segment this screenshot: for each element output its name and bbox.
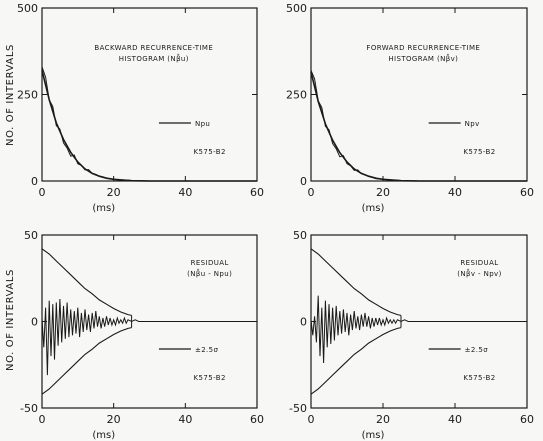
series-line-0 (41, 70, 257, 182)
x-tick-label: 60 (250, 186, 264, 199)
x-tick-label: 40 (448, 186, 462, 199)
y-tick-label: 0 (300, 316, 307, 329)
panel-top-right: 0 20 40 60 0 250 500 (ms) FORWARD RECURRENCE-TIM… (286, 2, 534, 214)
series-line-1 (310, 70, 527, 182)
y-tick-label: 0 (31, 316, 38, 329)
envelope-upper (310, 248, 402, 316)
panel-subtitle: HISTOGRAM (Nβ̂v) (388, 54, 458, 63)
y-tick-label: 0 (300, 175, 307, 188)
legend-label: ±2.5σ (195, 346, 219, 354)
x-tick-label: 20 (376, 186, 390, 199)
envelope-lower (310, 327, 402, 395)
x-tick-label: 60 (250, 413, 264, 426)
series-line-0 (310, 71, 527, 182)
x-tick-label: 20 (107, 413, 121, 426)
panel-subtitle: (Nβ̂u - Npu) (187, 269, 232, 278)
envelope-lower (41, 327, 132, 395)
x-axis-label: (ms) (92, 430, 115, 441)
x-tick-label: 20 (376, 413, 390, 426)
x-tick-label: 60 (520, 186, 534, 199)
legend-label: Npv (465, 120, 480, 128)
y-tick-label: 0 (31, 175, 38, 188)
x-tick-label: 40 (178, 186, 192, 199)
id-label: K575-B2 (194, 374, 226, 382)
x-tick-label: 60 (520, 413, 534, 426)
y-tick-label: 250 (17, 89, 38, 102)
residual-line (310, 295, 527, 364)
series-line-1 (41, 66, 257, 182)
panel-top-left: 0 20 40 60 0 250 500 (ms) BACKWARD RECURRENCE-TI… (17, 2, 264, 214)
y-tick-label: 500 (17, 2, 38, 15)
y-tick-label: 50 (24, 229, 38, 242)
y-tick-label: 250 (286, 89, 307, 102)
envelope-upper (41, 248, 132, 316)
panel-subtitle: (Nβ̂v - Npv) (457, 269, 502, 278)
x-tick-label: 20 (107, 186, 121, 199)
y-tick-label: -50 (289, 402, 307, 415)
id-label: K575-B2 (463, 148, 495, 156)
x-tick-label: 0 (308, 186, 315, 199)
panel-title: BACKWARD RECURRENCE-TIME (94, 44, 213, 52)
y-axis-label: NO. OF INTERVALS (5, 44, 16, 146)
panel-subtitle: HISTOGRAM (Nβ̂u) (119, 54, 189, 63)
x-axis-label: (ms) (362, 430, 385, 441)
y-axis-label: NO. OF INTERVALS (5, 269, 16, 371)
id-label: K575-B2 (463, 374, 495, 382)
x-axis-label: (ms) (92, 203, 115, 214)
residual-line (41, 298, 257, 376)
panel-title: FORWARD RECURRENCE-TIME (366, 44, 480, 52)
legend-label: Npu (195, 120, 210, 128)
legend-label: ±2.5σ (465, 346, 489, 354)
x-tick-label: 40 (448, 413, 462, 426)
y-tick-label: 50 (293, 229, 307, 242)
panel-title: RESIDUAL (191, 259, 229, 267)
y-tick-label: -50 (20, 402, 38, 415)
panel-title: RESIDUAL (460, 259, 498, 267)
x-axis-label: (ms) (362, 203, 385, 214)
y-tick-label: 500 (286, 2, 307, 15)
id-label: K575-B2 (194, 148, 226, 156)
x-tick-label: 0 (39, 186, 46, 199)
x-tick-label: 0 (308, 413, 315, 426)
x-tick-label: 40 (178, 413, 192, 426)
x-tick-label: 0 (39, 413, 46, 426)
